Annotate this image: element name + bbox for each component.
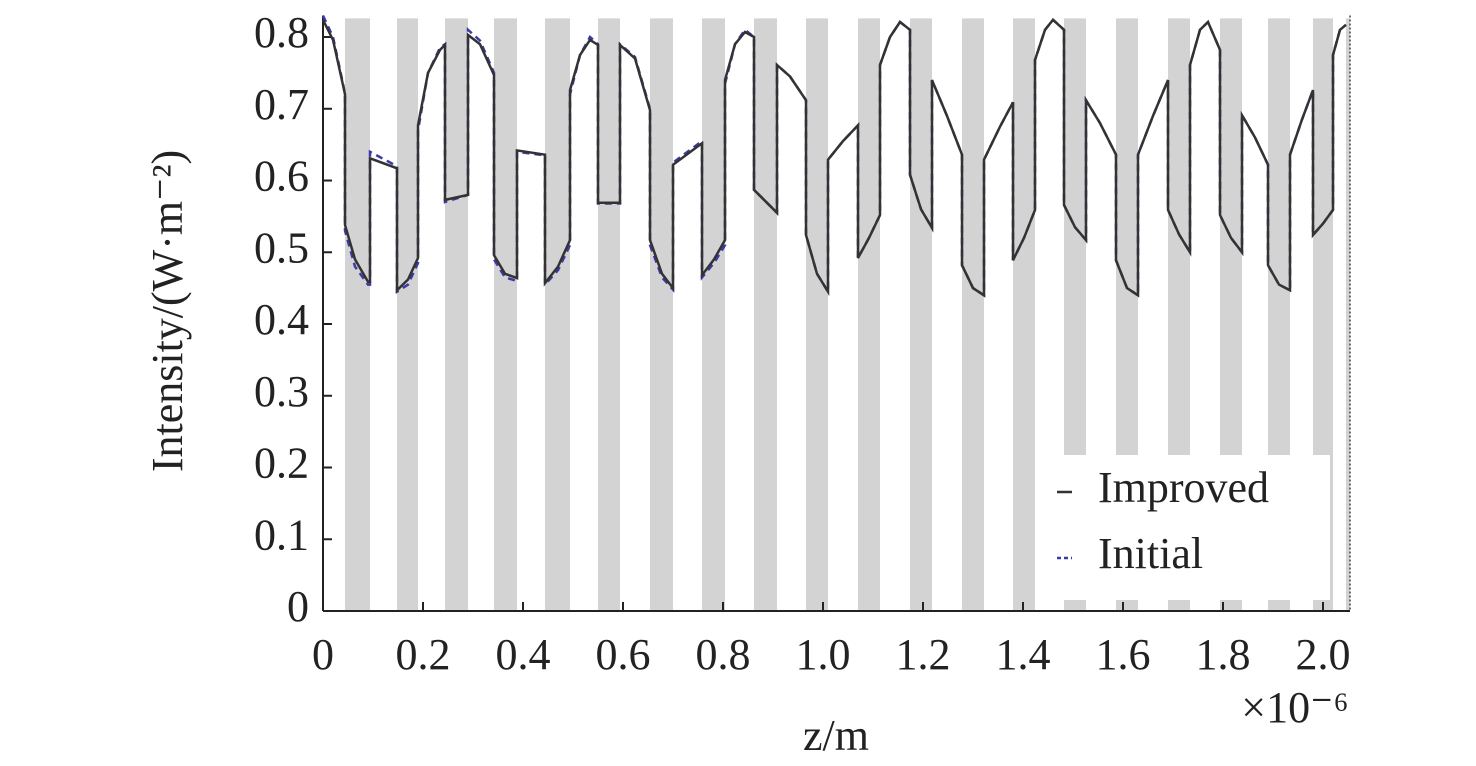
- layer-band: [754, 18, 777, 612]
- x-tick-label: 0.2: [396, 630, 451, 679]
- layer-band: [345, 18, 370, 612]
- layer-band: [545, 18, 570, 612]
- y-tick-label: 0.2: [254, 439, 309, 488]
- legend-box: [1040, 455, 1330, 600]
- y-axis-label: Intensity/(W·m⁻²): [143, 150, 192, 472]
- layer-band: [858, 18, 880, 612]
- layer-band: [1346, 18, 1350, 612]
- layer-band: [962, 18, 984, 612]
- y-tick-label: 0: [287, 582, 309, 631]
- x-tick-label: 1.0: [796, 630, 851, 679]
- x-tick-label: 0: [312, 630, 334, 679]
- layer-band: [445, 18, 468, 612]
- x-tick-label: 1.2: [896, 630, 951, 679]
- y-tick-label: 0.3: [254, 367, 309, 416]
- x-tick-label: 1.4: [996, 630, 1051, 679]
- y-tick-label: 0.5: [254, 223, 309, 272]
- layer-band: [650, 18, 673, 612]
- layer-band: [494, 18, 517, 612]
- layer-band: [702, 18, 725, 612]
- y-tick-label: 0.7: [254, 80, 309, 129]
- x-tick-label: 1.6: [1096, 630, 1151, 679]
- layer-band: [397, 18, 418, 612]
- x-tick-label: 1.8: [1196, 630, 1251, 679]
- layer-band: [1013, 18, 1035, 612]
- layer-band: [806, 18, 828, 612]
- x-multiplier: ×10⁻⁶: [1241, 683, 1348, 732]
- x-tick-label: 0.8: [696, 630, 751, 679]
- y-tick-label: 0.4: [254, 295, 309, 344]
- layer-band: [910, 18, 932, 612]
- y-tick-label: 0.6: [254, 152, 309, 201]
- x-tick-label: 2.0: [1296, 630, 1351, 679]
- legend-label: Improved: [1098, 463, 1269, 512]
- x-tick-label: 0.4: [496, 630, 551, 679]
- y-tick-label: 0.8: [254, 8, 309, 57]
- layer-band: [598, 18, 620, 612]
- x-tick-label: 0.6: [596, 630, 651, 679]
- series-line: [321, 17, 1347, 298]
- legend-label: Initial: [1098, 529, 1203, 578]
- x-axis-label: z/m: [803, 711, 869, 760]
- y-tick-label: 0.1: [254, 510, 309, 559]
